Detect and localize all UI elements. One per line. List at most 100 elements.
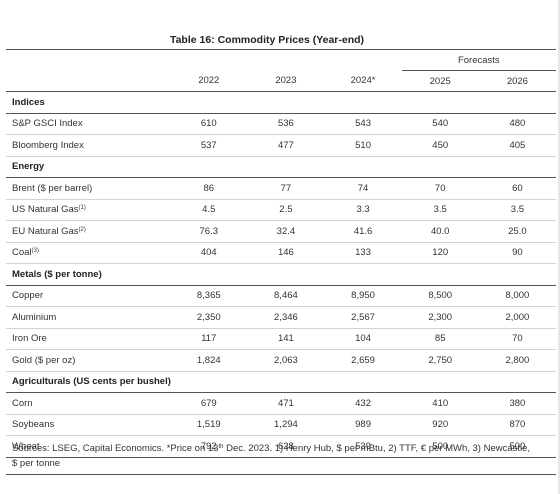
row-label: Soybeans xyxy=(6,414,171,436)
value-cell: 2,750 xyxy=(401,349,479,372)
section-header-row: Metals ($ per tonne) xyxy=(6,263,556,286)
section-title: Agriculturals (US cents per bushel) xyxy=(6,370,556,393)
value-cell: 85 xyxy=(401,328,479,350)
value-cell: 8,365 xyxy=(170,285,248,307)
footnote-marker: (1) xyxy=(78,205,86,212)
value-cell: 920 xyxy=(401,414,479,436)
row-label: Brent ($ per barrel) xyxy=(6,177,171,200)
row-label: S&P GSCI Index xyxy=(6,113,171,135)
value-cell: 70 xyxy=(401,177,479,200)
value-cell: 1,519 xyxy=(170,414,248,436)
value-cell: 8,464 xyxy=(247,285,325,307)
table-row: Aluminium 2,350 2,346 2,567 2,300 2,000 xyxy=(6,306,556,329)
value-cell: 2,063 xyxy=(247,349,325,372)
table-row: Wheat 792 628 539 500 500 xyxy=(6,435,556,458)
page-edge xyxy=(558,0,560,494)
section-title: Indices xyxy=(6,91,556,114)
value-cell: 432 xyxy=(324,392,402,415)
year-header: 2026 xyxy=(478,70,556,92)
section-header-row: Indices xyxy=(6,91,556,114)
value-cell: 141 xyxy=(247,328,325,350)
value-cell: 74 xyxy=(324,177,402,200)
value-cell: 90 xyxy=(478,242,556,264)
value-cell: 2,659 xyxy=(324,349,402,372)
value-cell: 2,000 xyxy=(478,306,556,329)
value-cell: 500 xyxy=(401,435,479,458)
value-cell: 380 xyxy=(478,392,556,415)
year-header: 2024* xyxy=(324,70,402,92)
value-cell: 404 xyxy=(170,242,248,264)
value-cell: 3.3 xyxy=(324,199,402,221)
table-title: Table 16: Commodity Prices (Year-end) xyxy=(169,34,365,46)
table-row: Coal(3) 404 146 133 120 90 xyxy=(6,242,556,264)
value-cell: 70 xyxy=(478,328,556,350)
table-row: Iron Ore 117 141 104 85 70 xyxy=(6,328,556,350)
value-cell: 1,824 xyxy=(170,349,248,372)
value-cell: 410 xyxy=(401,392,479,415)
value-cell: 2,346 xyxy=(247,306,325,329)
commodity-prices-table: Forecasts 2022 2023 2024* 2025 2026 Indi… xyxy=(6,49,556,458)
row-label: Wheat xyxy=(6,435,171,458)
year-header: 2025 xyxy=(401,70,479,92)
section-header-row: Energy xyxy=(6,155,556,178)
year-header: 2023 xyxy=(247,70,325,92)
row-label: Bloomberg Index xyxy=(6,134,171,157)
value-cell: 104 xyxy=(324,328,402,350)
value-cell: 480 xyxy=(478,113,556,135)
row-label: Iron Ore xyxy=(6,328,171,350)
value-cell: 146 xyxy=(247,242,325,264)
table-row: Gold ($ per oz) 1,824 2,063 2,659 2,750 2,800 xyxy=(6,349,556,372)
value-cell: 539 xyxy=(324,435,402,458)
value-cell: 4.5 xyxy=(170,199,248,221)
value-cell: 610 xyxy=(170,113,248,135)
value-cell: 8,950 xyxy=(324,285,402,307)
value-cell: 32.4 xyxy=(247,220,325,243)
value-cell: 543 xyxy=(324,113,402,135)
value-cell: 2,350 xyxy=(170,306,248,329)
section-title: Energy xyxy=(6,155,556,178)
row-label: Coal(3) xyxy=(6,242,171,264)
value-cell: 679 xyxy=(170,392,248,415)
row-label: EU Natural Gas(2) xyxy=(6,220,171,243)
forecasts-label: Forecasts xyxy=(401,49,556,71)
value-cell: 540 xyxy=(401,113,479,135)
value-cell: 60 xyxy=(478,177,556,200)
value-cell: 40.0 xyxy=(401,220,479,243)
footnote-marker: (2) xyxy=(78,226,86,233)
section-header-row: Agriculturals (US cents per bushel) xyxy=(6,370,556,393)
value-cell: 2,567 xyxy=(324,306,402,329)
value-cell: 536 xyxy=(247,113,325,135)
value-cell: 471 xyxy=(247,392,325,415)
table-row: Brent ($ per barrel) 86 77 74 70 60 xyxy=(6,177,556,200)
value-cell: 870 xyxy=(478,414,556,436)
row-label: Aluminium xyxy=(6,306,171,329)
value-cell: 2,300 xyxy=(401,306,479,329)
table-row: EU Natural Gas(2) 76.3 32.4 41.6 40.0 25.0 xyxy=(6,220,556,243)
value-cell: 510 xyxy=(324,134,402,157)
value-cell: 2,800 xyxy=(478,349,556,372)
value-cell: 792 xyxy=(170,435,248,458)
value-cell: 8,500 xyxy=(401,285,479,307)
years-header-row: 2022 2023 2024* 2025 2026 xyxy=(6,70,556,92)
value-cell: 77 xyxy=(247,177,325,200)
row-label: Corn xyxy=(6,392,171,415)
value-cell: 1,294 xyxy=(247,414,325,436)
value-cell: 86 xyxy=(170,177,248,200)
table-row: Soybeans 1,519 1,294 989 920 870 xyxy=(6,414,556,436)
value-cell: 477 xyxy=(247,134,325,157)
row-label: US Natural Gas(1) xyxy=(6,199,171,221)
value-cell: 628 xyxy=(247,435,325,458)
value-cell: 3.5 xyxy=(478,199,556,221)
value-cell: 3.5 xyxy=(401,199,479,221)
table-row: Bloomberg Index 537 477 510 450 405 xyxy=(6,134,556,157)
value-cell: 450 xyxy=(401,134,479,157)
value-cell: 2.5 xyxy=(247,199,325,221)
value-cell: 500 xyxy=(478,435,556,458)
table-row: S&P GSCI Index 610 536 543 540 480 xyxy=(6,113,556,135)
value-cell: 537 xyxy=(170,134,248,157)
value-cell: 405 xyxy=(478,134,556,157)
section-title: Metals ($ per tonne) xyxy=(6,263,556,286)
value-cell: 25.0 xyxy=(478,220,556,243)
value-cell: 117 xyxy=(170,328,248,350)
row-label: Gold ($ per oz) xyxy=(6,349,171,372)
